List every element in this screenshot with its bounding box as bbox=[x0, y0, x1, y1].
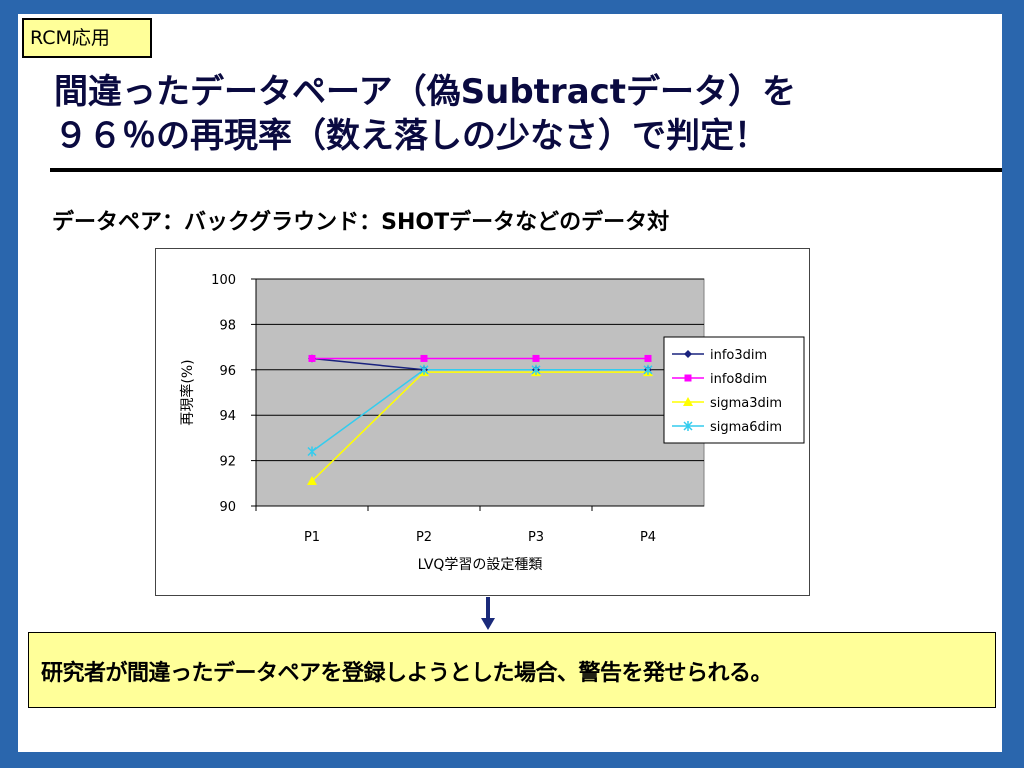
section-tag: RCM応用 bbox=[22, 18, 152, 58]
series-line-sigma3dim bbox=[311, 371, 648, 482]
y-axis-label: 再現率(%) bbox=[179, 359, 196, 425]
y-tick-label: 92 bbox=[219, 455, 236, 470]
arrow-shaft bbox=[486, 597, 490, 619]
legend-label-sigma3dim: sigma3dim bbox=[710, 396, 782, 411]
data-point-info8dim bbox=[532, 354, 540, 362]
slide-title: 間違ったデータペーア（偽Subtractデータ）を ９６％の再現率（数え落しの少… bbox=[54, 70, 994, 158]
subtitle: データペア：バックグラウンド：SHOTデータなどのデータ対 bbox=[52, 210, 670, 235]
title-line-1: 間違ったデータペーア（偽Subtractデータ）を bbox=[54, 72, 797, 112]
y-tick-label: 100 bbox=[211, 273, 236, 288]
y-tick-label: 90 bbox=[219, 500, 236, 515]
legend-marker-info3dim bbox=[684, 350, 692, 358]
arrow-down-icon bbox=[481, 618, 495, 630]
legend-marker-sigma6dim bbox=[683, 421, 693, 431]
data-point-sigma6dim bbox=[531, 364, 541, 375]
x-axis-label: LVQ学習の設定種類 bbox=[418, 557, 543, 573]
callout-text: 研究者が間違ったデータペアを登録しようとした場合、警告を発せられる。 bbox=[41, 661, 773, 686]
chart-container: 90 92 94 96 98 100 P1 P2 P3 P4 LVQ学習の設定種類 再現率(%) inf… bbox=[155, 248, 810, 596]
data-point-sigma3dim bbox=[307, 476, 317, 486]
legend-label-info8dim: info8dim bbox=[710, 372, 767, 387]
y-tick-label: 94 bbox=[219, 409, 236, 424]
series-line-sigma6dim bbox=[311, 369, 648, 453]
callout-box: 研究者が間違ったデータペアを登録しようとした場合、警告を発せられる。 bbox=[28, 632, 996, 708]
legend-label-sigma6dim: sigma6dim bbox=[710, 420, 782, 435]
plot-area bbox=[255, 278, 705, 507]
legend-marker-sigma3dim bbox=[683, 397, 693, 406]
data-point-sigma6dim bbox=[419, 364, 429, 375]
legend-marker-info8dim bbox=[684, 374, 692, 382]
line-chart: 90 92 94 96 98 100 P1 P2 P3 P4 LVQ学習の設定種類 再現率(%) inf… bbox=[179, 273, 805, 573]
data-point-sigma6dim bbox=[643, 364, 653, 375]
data-point-info8dim bbox=[308, 354, 316, 362]
data-point-sigma6dim bbox=[307, 446, 317, 457]
legend-label-info3dim: info3dim bbox=[710, 348, 767, 363]
data-point-info8dim bbox=[644, 354, 652, 362]
x-tick-label: P3 bbox=[528, 530, 544, 545]
x-tick-label: P1 bbox=[304, 530, 320, 545]
bottom-bar bbox=[0, 752, 1024, 768]
title-underline bbox=[50, 168, 1002, 172]
title-line-2: ９６％の再現率（数え落しの少なさ）で判定！ bbox=[54, 116, 768, 156]
data-point-info8dim bbox=[420, 354, 428, 362]
y-tick-label: 96 bbox=[219, 364, 236, 379]
x-tick-label: P2 bbox=[416, 530, 432, 545]
y-tick-label: 98 bbox=[219, 318, 236, 333]
x-tick-label: P4 bbox=[640, 530, 656, 545]
